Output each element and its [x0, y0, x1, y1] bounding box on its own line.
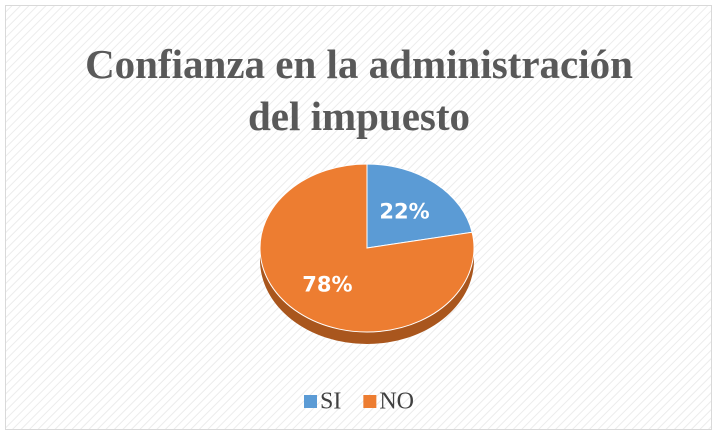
data-label: 22%	[379, 199, 429, 223]
legend-label: NO	[379, 389, 414, 415]
legend: SI NO	[304, 389, 414, 415]
legend-swatch	[363, 395, 377, 408]
data-label: 78%	[302, 273, 352, 297]
legend-swatch	[304, 395, 317, 408]
pie-slice	[366, 163, 473, 249]
chart-title: Confianza en la administración del impue…	[85, 41, 633, 139]
pie: 22% 78%	[259, 163, 475, 344]
legend-label: SI	[320, 389, 341, 415]
pie-slice	[259, 163, 475, 333]
